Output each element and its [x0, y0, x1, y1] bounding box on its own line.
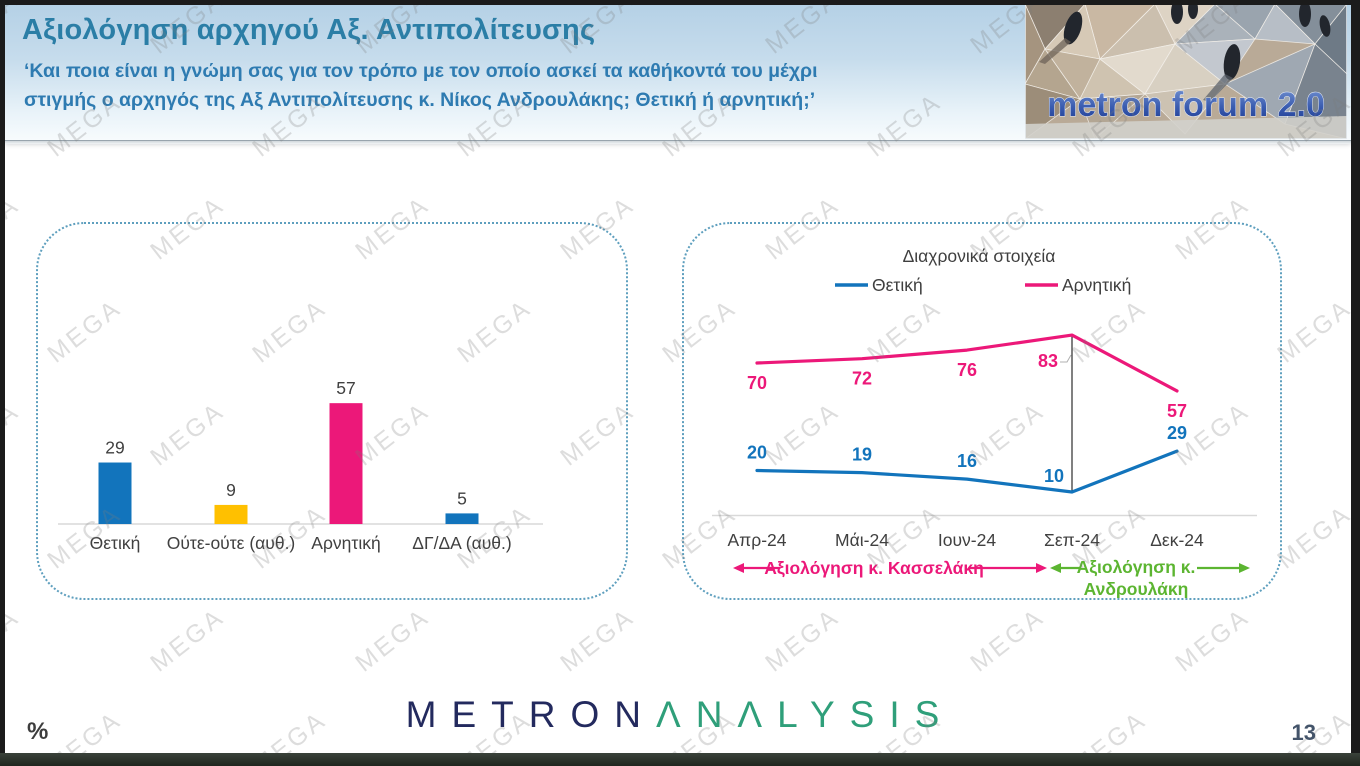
percent-unit-label: % [27, 718, 49, 745]
bar-value-label: 9 [226, 480, 236, 500]
forum-logo-art: metron forum 2.0 [1025, 4, 1347, 139]
page-title: Αξιολόγηση αρχηγού Αξ. Αντιπολίτευσης [22, 14, 596, 46]
bar-value-label: 5 [457, 488, 467, 508]
x-axis-label: Απρ-24 [728, 530, 787, 550]
bar-value-label: 57 [336, 378, 355, 398]
brand-analysis: ΛNΛLYSIS [656, 694, 955, 735]
triangle-mosaic [1025, 4, 1347, 139]
annotation-kasselakis: Αξιολόγηση κ. Κασσελάκη [764, 558, 984, 579]
line-chart: Διαχρονικά στοιχεία Θετική Αρνητική Απρ-24 Μ… [712, 246, 1257, 598]
data-label-negative: 76 [957, 360, 977, 380]
header: Αξιολόγηση αρχηγού Αξ. Αντιπολίτευσης ‘Κ… [5, 4, 1351, 144]
bar-category-label: Θετική [90, 533, 141, 553]
slide-frame-bottom [0, 753, 1360, 766]
forum-logo-text: metron forum 2.0 [1047, 86, 1325, 124]
label-83-leader [1060, 354, 1072, 363]
x-axis-label: Ιουν-24 [938, 530, 996, 550]
bar-value-label: 29 [105, 438, 124, 458]
people-silhouettes [1039, 4, 1331, 102]
bar-category-label: Ούτε-ούτε (αυθ.) [167, 533, 296, 553]
data-label-positive: 16 [957, 451, 977, 471]
bar-0 [98, 462, 132, 524]
series-line-Αρνητική [755, 333, 1179, 393]
slide-frame-right [1351, 0, 1360, 766]
data-label-positive: 10 [1044, 466, 1064, 486]
mega-watermark: MEGA [1272, 293, 1357, 369]
bar-category-label: ΔΓ/ΔΑ (αυθ.) [412, 533, 511, 553]
mega-watermark: MEGA [1272, 499, 1357, 575]
metron-forum-logo: metron forum 2.0 [1025, 4, 1347, 139]
bar-chart-panel: 29 Θετική 9 Ούτε-ούτε (αυθ.) 57 Αρνητική 5 ΔΓ/Δ… [36, 222, 628, 600]
data-label-positive: 19 [852, 445, 872, 465]
page-subtitle: ‘Και ποια είναι η γνώμη σας για τον τρόπ… [24, 57, 818, 115]
androulakis-arrow-left-head [1050, 563, 1061, 573]
data-label-negative: 70 [747, 373, 767, 393]
data-label-negative: 57 [1167, 401, 1187, 421]
slide-frame-left [0, 0, 5, 766]
mega-watermark: MEGA [350, 602, 435, 678]
mega-watermark: MEGA [965, 602, 1050, 678]
data-label-positive: 20 [747, 443, 767, 463]
annotation-androulakis-line2: Ανδρουλάκη [1084, 579, 1189, 598]
line-chart-title: Διαχρονικά στοιχεία [903, 246, 1056, 266]
bar-1 [214, 504, 248, 524]
data-label-negative: 72 [852, 369, 872, 389]
metron-analysis-logo: METRONΛNΛLYSIS [0, 694, 1360, 736]
subtitle-line2: στιγμής ο αρχηγός της Αξ Αντιπολίτευσης … [24, 89, 816, 111]
kasselakis-arrow-left-head [733, 563, 744, 573]
x-axis-label: Δεκ-24 [1150, 530, 1204, 550]
x-axis-label: Σεπ-24 [1044, 530, 1100, 550]
brand-metron: METRON [405, 694, 656, 735]
data-label-positive: 29 [1167, 423, 1187, 443]
legend-label-negative: Αρνητική [1062, 275, 1131, 295]
bar-3 [445, 513, 479, 524]
subtitle-line1: ‘Και ποια είναι η γνώμη σας για τον τρόπ… [24, 60, 818, 82]
x-axis-label: Μάι-24 [835, 530, 889, 550]
page-number: 13 [1291, 720, 1316, 745]
annotation-androulakis-line1: Αξιολόγηση κ. [1077, 557, 1196, 578]
line-chart-panel: Διαχρονικά στοιχεία Θετική Αρνητική Απρ-24 Μ… [682, 222, 1282, 600]
legend-label-positive: Θετική [872, 275, 923, 295]
bar-chart: 29 Θετική 9 Ούτε-ούτε (αυθ.) 57 Αρνητική 5 ΔΓ/Δ… [58, 378, 543, 553]
mega-watermark: MEGA [555, 602, 640, 678]
androulakis-arrow-right-head [1239, 563, 1250, 573]
mega-watermark: MEGA [760, 602, 845, 678]
bar-category-label: Αρνητική [311, 533, 380, 553]
bar-2 [329, 403, 363, 524]
mega-watermark: MEGA [145, 602, 230, 678]
series-line-Θετική [755, 449, 1179, 494]
mega-watermark: MEGA [1170, 602, 1255, 678]
slide-frame-top [0, 0, 1360, 5]
kasselakis-arrow-right-head [1036, 563, 1047, 573]
floor-band [1025, 116, 1347, 139]
data-label-negative: 83 [1038, 351, 1058, 371]
